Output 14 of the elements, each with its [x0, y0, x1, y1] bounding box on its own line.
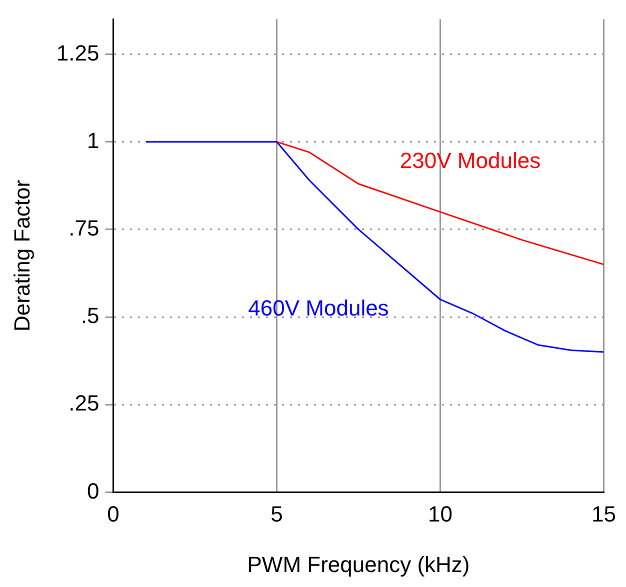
x-tick-label: 10	[428, 501, 452, 526]
series-label: 460V Modules	[248, 295, 389, 320]
y-tick-label: 1	[86, 128, 100, 153]
series-label: 230V Modules	[400, 148, 541, 173]
y-tick-label: 0	[86, 478, 100, 504]
y-tick-label: .25	[68, 390, 100, 416]
y-tick-label: 1.25	[56, 40, 100, 66]
y-tick-label: .5	[80, 303, 100, 328]
x-axis-title: PWM Frequency (kHz)	[247, 552, 470, 577]
x-tick-label: 15	[592, 501, 616, 526]
x-tick-label: 5	[270, 501, 283, 526]
y-axis-title: Derating Factor	[9, 180, 34, 332]
y-tick-label: .75	[68, 215, 100, 240]
x-tick-label: 0	[107, 501, 120, 526]
